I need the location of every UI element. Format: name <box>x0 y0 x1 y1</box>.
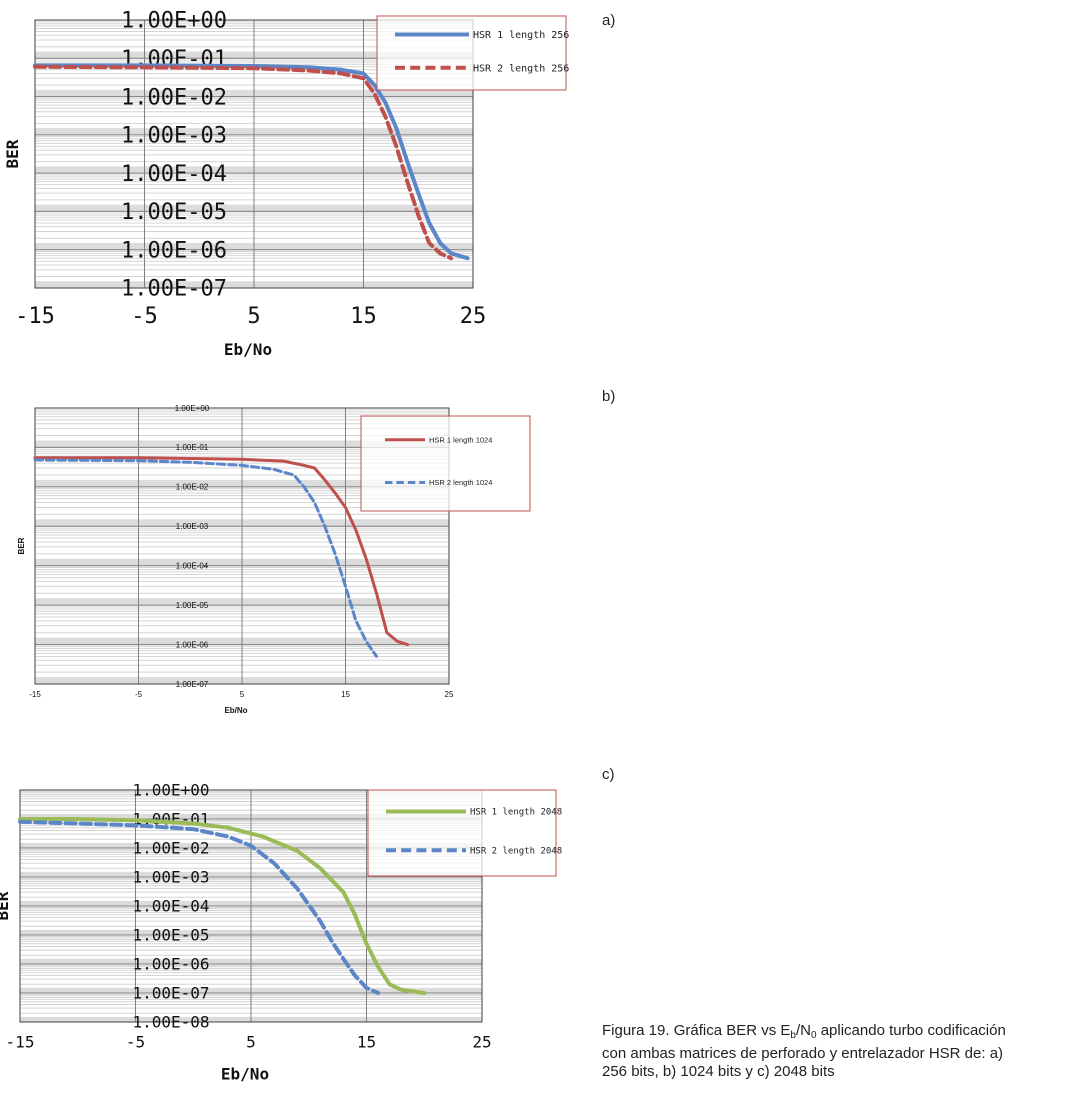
y-tick-label: 1.00E-07 <box>121 277 227 302</box>
y-tick-label: 1.00E-06 <box>121 238 227 263</box>
y-tick-label: 1.00E-02 <box>121 85 227 110</box>
y-tick-label: 1.00E-06 <box>176 640 209 649</box>
x-tick-label: -15 <box>15 304 55 329</box>
y-tick-label: 1.00E-04 <box>121 162 227 187</box>
y-tick-label: 1.00E-04 <box>132 897 209 916</box>
x-tick-label: -15 <box>6 1033 35 1052</box>
x-tick-label: 25 <box>460 304 487 329</box>
y-axis-title: BER <box>3 139 22 168</box>
caption-line1-prefix: Figura 19. Gráfica BER vs E <box>602 1022 791 1039</box>
legend-label-2: HSR 2 length 256 <box>473 63 569 74</box>
figure-caption: Figura 19. Gráfica BER vs Eb/N0 aplicand… <box>602 1022 1082 1081</box>
y-tick-label: 1.00E+00 <box>175 404 210 413</box>
y-tick-label: 1.00E-03 <box>121 124 227 149</box>
legend-box <box>360 415 531 512</box>
y-tick-label: 1.00E-05 <box>121 200 227 225</box>
x-tick-label: -5 <box>135 690 143 699</box>
x-tick-label: 5 <box>247 304 260 329</box>
series-line-1 <box>18 817 427 995</box>
plot-frame <box>19 789 483 1023</box>
y-axis-title: BER <box>17 537 26 554</box>
chart-c: 1.00E+001.00E-011.00E-021.00E-031.00E-04… <box>0 781 562 1084</box>
chart-b: 1.00E+00 1.00E-01 1.00E-02 1.00E-03 1.00E-04… <box>17 404 531 715</box>
legend: HSR 1 length 1024 HSR 2 length 1024 <box>360 415 531 512</box>
x-axis-title: Eb/No <box>224 340 272 359</box>
y-tick-label: 1.00E-02 <box>132 839 209 858</box>
x-tick-label: 25 <box>472 1033 491 1052</box>
x-axis-title: Eb/No <box>221 1065 269 1084</box>
panel-label-c: c) <box>602 766 615 783</box>
y-tick-label: 1.00E-05 <box>176 601 209 610</box>
y-tick-label: 1.00E-05 <box>132 926 209 945</box>
series-line-2 <box>33 64 454 261</box>
panel-label-a: a) <box>602 12 616 29</box>
legend-box <box>376 15 567 91</box>
series-line-2 <box>33 458 378 658</box>
y-tick-label: 1.00E-01 <box>176 443 209 452</box>
x-tick-label: -5 <box>131 304 158 329</box>
y-tick-label: 1.00E-02 <box>176 483 209 492</box>
caption-slash-n: /N <box>795 1022 811 1039</box>
plot-frame <box>34 19 474 289</box>
caption-sub-b: b <box>790 1030 796 1041</box>
x-tick-label: 5 <box>246 1033 256 1052</box>
legend-label-2: HSR 2 length 1024 <box>429 478 492 487</box>
x-tick-label: 5 <box>240 690 245 699</box>
x-tick-label: 25 <box>445 690 454 699</box>
legend-label-1: HSR 1 length 1024 <box>429 435 492 444</box>
y-tick-label: 1.00E+00 <box>121 9 227 34</box>
panel-label-b: b) <box>602 388 616 405</box>
series-line-2 <box>18 819 381 995</box>
x-tick-label: -5 <box>126 1033 145 1052</box>
caption-line2: con ambas matrices de perforado y entrel… <box>602 1045 1004 1062</box>
legend-label-1: HSR 1 length 256 <box>473 30 569 41</box>
caption-sub-0: 0 <box>810 1030 817 1041</box>
y-tick-label: 1.00E-08 <box>132 1013 209 1032</box>
chart-a: 1.00E+001.00E-011.00E-021.00E-031.00E-04… <box>3 9 569 360</box>
y-tick-label: 1.00E-07 <box>132 984 209 1003</box>
y-tick-label: 1.00E-07 <box>176 680 209 689</box>
legend: HSR 1 length 2048 HSR 2 length 2048 <box>367 789 562 877</box>
plot-frame <box>34 407 450 685</box>
series-line-1 <box>33 456 410 647</box>
y-axis-title: BER <box>0 891 12 920</box>
x-tick-label: 15 <box>341 690 350 699</box>
legend-label-2: HSR 2 length 2048 <box>470 846 562 856</box>
legend-box <box>367 789 557 877</box>
series-line-1 <box>33 63 470 261</box>
legend-label-1: HSR 1 length 2048 <box>470 808 562 818</box>
x-tick-label: 15 <box>350 304 377 329</box>
caption-line1-suffix: aplicando turbo codificación <box>816 1022 1006 1039</box>
y-tick-label: 1.00E-03 <box>176 522 209 531</box>
x-tick-label: 15 <box>357 1033 376 1052</box>
x-axis-title: Eb/No <box>224 706 247 715</box>
caption-line3: 256 bits, b) 1024 bits y c) 2048 bits <box>602 1063 835 1080</box>
y-tick-label: 1.00E+00 <box>132 781 209 800</box>
legend: HSR 1 length 256 HSR 2 length 256 <box>376 15 569 91</box>
y-tick-label: 1.00E-03 <box>132 868 209 887</box>
y-tick-label: 1.00E-06 <box>132 955 209 974</box>
y-tick-label: 1.00E-04 <box>176 562 209 571</box>
x-tick-label: -15 <box>29 690 41 699</box>
